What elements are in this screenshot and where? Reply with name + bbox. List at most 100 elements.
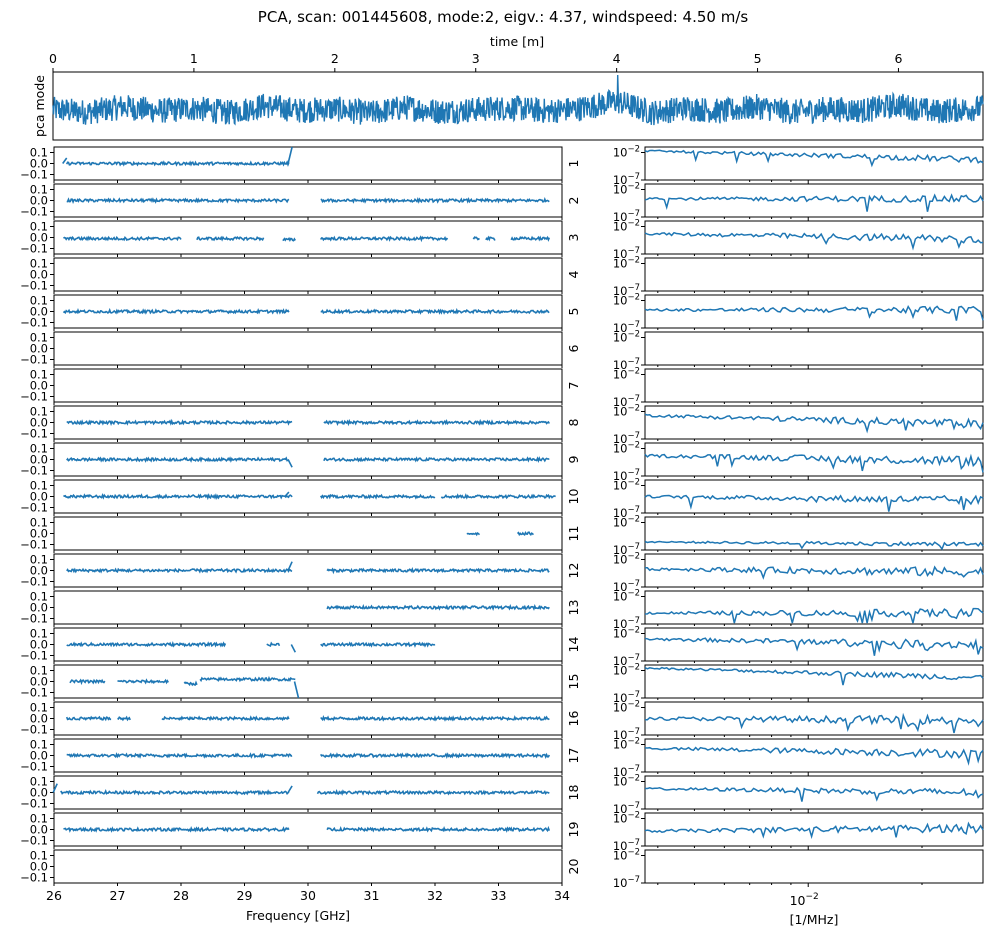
frequency-panel-16: 0.10.0−0.1 16 — [20, 701, 581, 738]
spectrum-y-tick-label: 10−7 — [613, 320, 640, 335]
frequency-panel-15: 0.10.0−0.1 15 — [20, 664, 581, 701]
frequency-y-tick-label: 0.1 — [30, 738, 48, 752]
frequency-y-tick-label: 0.0 — [30, 231, 48, 245]
frequency-data-segment — [63, 235, 182, 242]
spectrum-panel-12: 10−2 10−7 — [613, 552, 984, 594]
panel-number-label: 17 — [566, 748, 581, 764]
spectrum-line — [644, 413, 984, 434]
frequency-y-tick-label: 0.1 — [30, 405, 48, 419]
spectrum-panel-frame — [644, 849, 984, 884]
time-tick-label: 2 — [331, 51, 339, 66]
spectrum-y-tick-label: 10−2 — [613, 515, 640, 530]
frequency-y-tick-label: 0.0 — [30, 453, 48, 467]
frequency-y-tick-label: 0.0 — [30, 379, 48, 393]
spectrum-x-tick-label: 10−2 — [790, 892, 819, 908]
frequency-y-tick-label: 0.0 — [30, 416, 48, 430]
spectrum-panel-frame — [644, 775, 984, 810]
frequency-y-tick-label: 0.0 — [30, 786, 48, 800]
frequency-data-segment — [320, 307, 550, 315]
spectrum-panel-18: 10−2 10−7 — [613, 774, 984, 816]
spectrum-panel-16: 10−2 10−7 — [613, 700, 984, 742]
frequency-spike — [287, 146, 293, 164]
spectrum-panel-frame — [644, 442, 984, 477]
panel-number-label: 8 — [566, 418, 581, 426]
spectrum-line — [644, 821, 984, 840]
frequency-data-segment — [69, 678, 106, 686]
frequency-y-tick-label: 0.1 — [30, 849, 48, 863]
frequency-data-segment — [66, 567, 293, 574]
frequency-panel-9: 0.10.0−0.1 9 — [20, 442, 581, 479]
spectrum-y-tick-label: 10−2 — [613, 219, 640, 234]
spectrum-panel-11: 10−2 10−7 — [613, 515, 984, 557]
frequency-y-tick-label: −0.1 — [20, 427, 48, 441]
frequency-data-segment — [196, 235, 265, 242]
frequency-y-tick-label: 0.0 — [30, 268, 48, 282]
frequency-panel-1: 0.10.0−0.1 1 — [20, 146, 581, 183]
frequency-data-segment — [62, 307, 290, 315]
spectrum-panel-6: 10−2 10−7 — [613, 330, 984, 372]
frequency-data-segment — [326, 825, 551, 833]
frequency-panel-frame — [53, 220, 563, 255]
frequency-data-segment — [516, 531, 534, 537]
frequency-data-segment — [65, 715, 112, 722]
spectrum-y-tick-label: 10−2 — [613, 626, 640, 641]
panel-number-label: 4 — [566, 270, 581, 278]
frequency-panel-18: 0.10.0−0.1 18 — [20, 775, 581, 812]
frequency-spike — [293, 681, 300, 699]
spectrum-line — [644, 453, 984, 473]
spectrum-y-tick-label: 10−2 — [613, 293, 640, 308]
frequency-y-tick-label: −0.1 — [20, 279, 48, 293]
spectrum-panel-frame — [644, 738, 984, 773]
spectrum-panel-frame — [644, 590, 984, 625]
frequency-data-segment — [320, 493, 436, 500]
frequency-panel-6: 0.10.0−0.1 6 — [20, 331, 581, 368]
frequency-y-tick-label: 0.1 — [30, 812, 48, 826]
frequency-x-tick-label: 33 — [491, 888, 507, 903]
frequency-y-tick-label: 0.1 — [30, 479, 48, 493]
frequency-data-segment — [66, 456, 290, 463]
frequency-data-segment — [323, 456, 550, 463]
frequency-x-tick-label: 30 — [300, 888, 316, 903]
spectrum-panel-frame — [644, 368, 984, 403]
spectrum-line — [645, 786, 984, 802]
spectrum-y-tick-label: 10−2 — [613, 737, 640, 752]
frequency-data-segment — [326, 567, 550, 575]
frequency-data-segment — [440, 493, 556, 500]
frequency-y-tick-label: 0.1 — [30, 590, 48, 604]
frequency-data-segment — [199, 675, 296, 683]
frequency-y-tick-label: −0.1 — [20, 464, 48, 478]
spectrum-line — [644, 494, 984, 512]
spectrum-y-tick-label: 10−7 — [613, 542, 640, 557]
frequency-data-segment — [326, 604, 550, 611]
frequency-panel-11: 0.10.0−0.1 11 — [20, 516, 581, 553]
spectrum-y-tick-label: 10−2 — [613, 145, 640, 160]
spectrum-y-tick-label: 10−7 — [613, 579, 640, 594]
time-tick-label: 4 — [613, 51, 621, 66]
frequency-panel-12: 0.10.0−0.1 12 — [20, 553, 581, 590]
spectrum-y-tick-label: 10−7 — [613, 246, 640, 261]
spectrum-y-tick-label: 10−7 — [613, 727, 640, 742]
frequency-data-segment — [117, 678, 169, 685]
frequency-panel-17: 0.10.0−0.1 17 — [20, 738, 581, 775]
panel-number-label: 16 — [566, 711, 581, 727]
panel-number-label: 11 — [566, 526, 581, 542]
spectrum-y-tick-label: 10−2 — [613, 700, 640, 715]
frequency-data-segment — [63, 825, 290, 833]
time-tick-label: 5 — [754, 51, 762, 66]
spectrum-line — [644, 149, 984, 168]
panel-number-label: 18 — [566, 785, 581, 801]
frequency-data-segment — [66, 752, 293, 759]
spectrum-panel-19: 10−2 10−7 — [613, 811, 984, 853]
frequency-x-tick-label: 28 — [173, 888, 189, 903]
pca-mode-line — [52, 74, 984, 126]
spectrum-y-tick-label: 10−7 — [613, 431, 640, 446]
spectrum-panel-frame — [644, 627, 984, 662]
panel-number-label: 2 — [566, 197, 581, 205]
spectrum-y-tick-label: 10−7 — [613, 616, 640, 631]
frequency-y-tick-label: −0.1 — [20, 316, 48, 330]
frequency-data-segment — [66, 197, 290, 205]
spectrum-panel-frame — [644, 220, 984, 255]
spectrum-line — [644, 637, 984, 656]
frequency-y-tick-label: 0.1 — [30, 775, 48, 789]
spectrum-panel-14: 10−2 10−7 — [613, 626, 984, 668]
